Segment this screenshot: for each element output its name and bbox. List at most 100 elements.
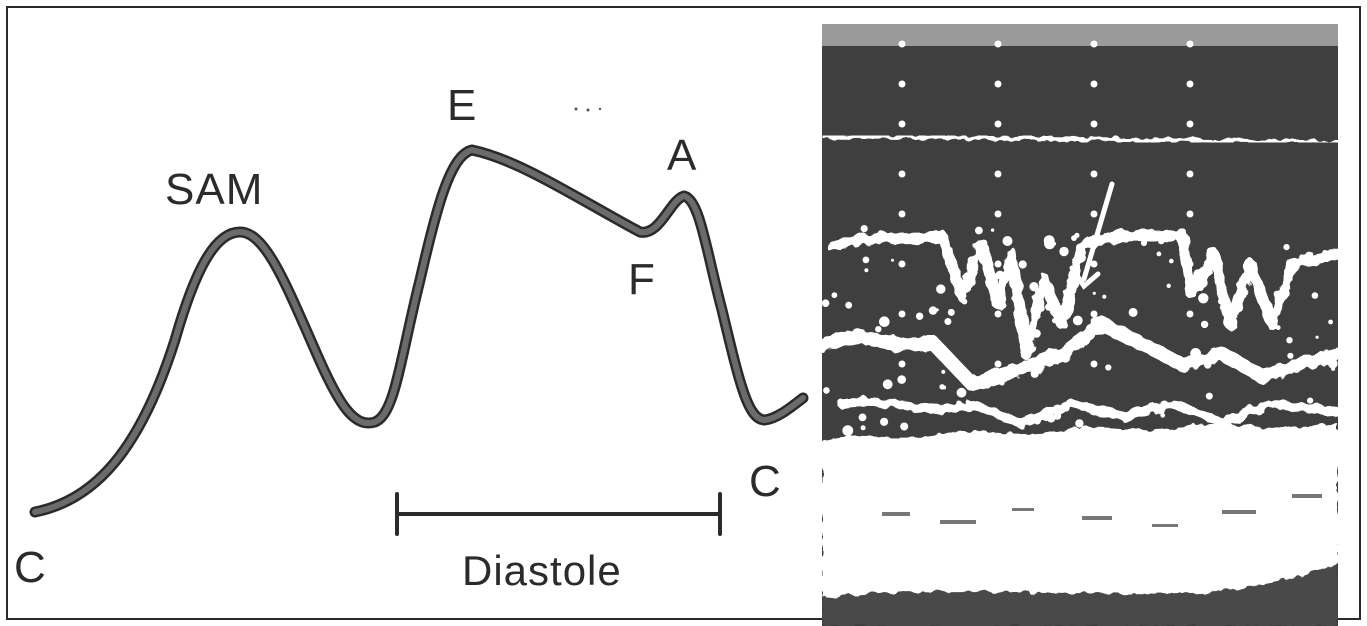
echo-speck [1287, 352, 1294, 359]
echo-top-band [822, 24, 1338, 46]
echo-speck [1157, 237, 1165, 245]
echo-speck [1328, 319, 1333, 325]
trace-line [32, 147, 806, 515]
label-a: A [667, 131, 698, 180]
echo-speck [928, 306, 938, 315]
echo-speck [831, 292, 838, 299]
echo-speck [860, 425, 866, 431]
calibration-dot [994, 360, 1002, 368]
echo-speck [1166, 283, 1171, 288]
echo-speck [936, 284, 946, 294]
echo-speck [1286, 337, 1293, 344]
echo-speck [941, 369, 946, 374]
calibration-dot [994, 210, 1002, 218]
echo-speck [822, 299, 830, 307]
echo-speck [1315, 335, 1319, 339]
calibration-dot [898, 40, 906, 48]
echo-speck [995, 270, 1005, 280]
calibration-dot [1090, 40, 1098, 48]
calibration-dots [898, 40, 1194, 368]
echo-speck [939, 384, 945, 390]
echo-bottom-band [822, 564, 1338, 626]
echo-speck [961, 298, 968, 305]
echo-speck [1204, 361, 1212, 369]
mitral-leaflet-echo [822, 228, 1338, 429]
calibration-dot [1090, 120, 1098, 128]
echo-speck [944, 318, 952, 325]
echo-speck [1059, 246, 1069, 257]
echo-speck [1071, 270, 1080, 279]
echo-speck [1053, 412, 1062, 420]
echo-speck [947, 308, 955, 316]
calibration-dot [1186, 80, 1194, 88]
echo-speck [1140, 239, 1148, 247]
echo-speck [882, 379, 893, 390]
diastole-bracket [395, 492, 722, 536]
echo-speck [1331, 366, 1336, 371]
echo-speck [1200, 320, 1209, 329]
echo-speck [862, 236, 867, 242]
echo-speck [823, 387, 830, 394]
echo-image-svg [822, 24, 1338, 626]
echo-speck [860, 225, 868, 233]
echo-speck [1283, 244, 1290, 251]
echo-speck [1102, 294, 1107, 299]
echo-speck [1128, 307, 1138, 317]
figure-border [6, 6, 1361, 620]
echo-speck [990, 228, 995, 232]
calibration-dot [898, 80, 906, 88]
calibration-dot [994, 120, 1002, 128]
echo-speck [1109, 329, 1114, 334]
trace-outline [29, 144, 809, 518]
echo-speck [1275, 325, 1281, 330]
echo-speck [1189, 362, 1195, 368]
echo-speck [875, 326, 882, 333]
calibration-dot [1186, 120, 1194, 128]
echo-speck [834, 339, 840, 345]
echo-speck [1105, 364, 1112, 371]
echo-speck [1092, 291, 1096, 295]
echo-speck [1311, 292, 1319, 299]
echo-speck [842, 425, 854, 436]
calibration-dot [898, 170, 906, 178]
echo-speck [956, 387, 967, 398]
calibration-dot [1186, 210, 1194, 218]
echo-speck [1248, 407, 1253, 412]
echo-speck [1030, 369, 1039, 378]
echo-speck [935, 308, 939, 312]
echo-speck [1156, 251, 1162, 257]
label-e: E [447, 81, 478, 130]
echo-speck [1160, 412, 1166, 418]
echo-speck [1197, 277, 1208, 288]
echo-speck [1045, 303, 1053, 311]
echo-speck [879, 316, 890, 328]
calibration-dot [994, 80, 1002, 88]
echo-lower-dashes [882, 494, 1322, 527]
echo-bright-region [822, 424, 1338, 626]
label-sam: SAM [165, 165, 264, 214]
calibration-dot [994, 40, 1002, 48]
echo-reference-line [822, 134, 1338, 144]
echo-speck [891, 258, 894, 262]
calibration-dot [1090, 170, 1098, 178]
echo-speck [1307, 397, 1314, 404]
echo-speck [880, 417, 889, 426]
calibration-dot [1090, 80, 1098, 88]
calibration-dot [898, 360, 906, 368]
echo-speck [1043, 235, 1055, 247]
echo-speck [1198, 293, 1209, 304]
calibration-dot [898, 210, 906, 218]
calibration-dot [898, 120, 906, 128]
echo-speckle [822, 225, 1338, 442]
echo-speck [1018, 260, 1027, 269]
echo-speck [897, 375, 906, 384]
echo-speck [1002, 236, 1013, 246]
calibration-dot [1186, 170, 1194, 178]
echo-speck [1247, 260, 1254, 267]
echo-speck [1029, 282, 1039, 292]
label-c-right: C [749, 457, 782, 506]
calibration-dot [1186, 40, 1194, 48]
label-diastole: Diastole [462, 547, 622, 594]
calibration-dot [1090, 310, 1098, 318]
